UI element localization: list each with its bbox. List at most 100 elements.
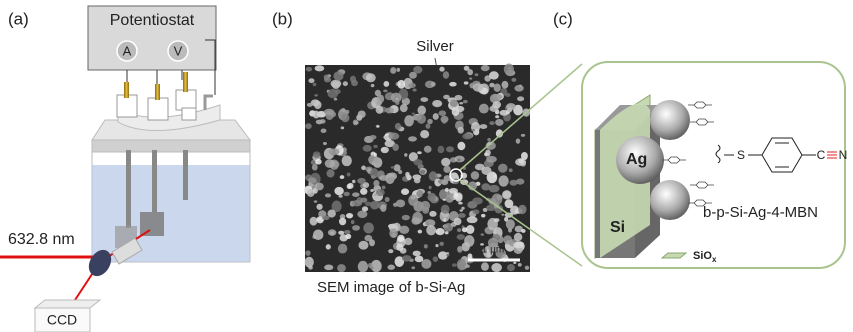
ag-particle xyxy=(650,100,690,140)
sem-grain xyxy=(443,218,446,222)
sem-grain xyxy=(313,151,321,157)
sem-grain xyxy=(366,73,376,82)
caption: SEM image of b-Si-Ag xyxy=(317,279,465,296)
sem-grain xyxy=(381,147,389,153)
sem-grain xyxy=(341,126,344,129)
sem-grain xyxy=(516,138,520,143)
sem-grain xyxy=(399,226,409,234)
sem-grain xyxy=(469,77,472,79)
sem-grain xyxy=(503,235,512,244)
sem-grain xyxy=(388,265,395,270)
sem-grain xyxy=(397,80,405,89)
sem-grain xyxy=(458,127,464,134)
sem-grain xyxy=(441,158,450,167)
laser-wavelength: 632.8 nm xyxy=(8,231,75,248)
sem-grain xyxy=(340,175,345,179)
panel-label: (c) xyxy=(553,9,573,28)
sem-grain xyxy=(513,262,516,264)
sem-grain xyxy=(505,93,511,97)
sem-grain xyxy=(449,82,457,87)
sem-grain xyxy=(388,249,393,253)
ammeter-label: A xyxy=(123,43,132,58)
sem-grain xyxy=(412,112,415,114)
sem-grain xyxy=(315,65,325,71)
sem-grain xyxy=(427,119,433,124)
sem-grain xyxy=(458,213,466,218)
sem-grain xyxy=(352,200,362,206)
sem-grain xyxy=(426,225,436,235)
electrode-holder xyxy=(117,95,137,117)
sem-grain xyxy=(333,71,343,80)
sem-grain xyxy=(481,65,490,71)
sem-grain xyxy=(435,244,438,247)
sem-grain xyxy=(305,123,312,129)
sem-grain xyxy=(413,251,421,257)
sem-grain xyxy=(422,207,429,214)
sem-grain xyxy=(392,144,398,151)
sem-grain xyxy=(357,211,367,218)
sulfur-label: S xyxy=(737,148,745,162)
electrode-holder xyxy=(176,90,196,110)
sem-grain xyxy=(388,133,399,140)
sem-grain xyxy=(498,164,507,173)
sem-grain xyxy=(472,197,483,204)
sem-grain xyxy=(462,227,468,232)
sem-grain xyxy=(514,233,522,241)
sem-grain xyxy=(353,119,358,125)
sem-grain xyxy=(458,202,462,205)
sem-grain xyxy=(398,170,402,174)
sem-grain xyxy=(441,179,448,185)
sem-grain xyxy=(315,159,322,165)
ccd-top xyxy=(35,300,100,308)
sem-grain xyxy=(433,256,438,262)
sem-grain xyxy=(489,185,500,193)
sem-grain xyxy=(455,106,464,112)
sem-grain xyxy=(481,262,489,270)
sem-grain xyxy=(330,112,336,118)
sem-grain xyxy=(332,82,340,89)
sem-grain xyxy=(325,193,331,197)
sem-grain xyxy=(519,158,524,163)
sem-grain xyxy=(457,234,465,240)
sem-grain xyxy=(494,83,501,91)
electrode-holder xyxy=(148,98,168,120)
sem-grain xyxy=(404,115,414,126)
scale-bar-label: 1 μm xyxy=(482,245,504,256)
pointer-label: Silver xyxy=(416,38,454,55)
sem-grain xyxy=(396,200,405,208)
sem-grain xyxy=(389,229,397,238)
sem-grain xyxy=(307,103,313,107)
sem-grain xyxy=(446,195,454,203)
sem-grain xyxy=(417,106,426,116)
sem-grain xyxy=(401,188,409,195)
sem-grain xyxy=(424,146,432,153)
sem-grain xyxy=(489,121,494,125)
sem-grain xyxy=(325,159,335,168)
si-label: Si xyxy=(610,219,625,236)
sem-grain xyxy=(459,102,463,104)
sem-grain xyxy=(418,230,422,234)
sem-grain xyxy=(462,133,472,139)
sem-grain xyxy=(370,168,379,178)
electrode-rod xyxy=(126,150,131,228)
electrode-rod xyxy=(183,150,188,200)
legend-subscript: x xyxy=(712,255,717,264)
sem-grain xyxy=(467,253,472,259)
sem-grain xyxy=(316,204,322,210)
sem-grain xyxy=(442,118,447,123)
sem-grain xyxy=(345,110,349,114)
sem-grain xyxy=(313,111,320,119)
sem-grain xyxy=(363,223,374,234)
sem-grain xyxy=(395,123,401,130)
sem-grain xyxy=(471,129,475,131)
sem-grain xyxy=(305,250,310,256)
sem-grain xyxy=(369,135,376,140)
sem-grain xyxy=(415,256,424,263)
sem-grain xyxy=(408,136,417,141)
sem-grain xyxy=(393,203,398,207)
sem-grain xyxy=(411,266,415,269)
sem-grain xyxy=(358,241,368,250)
sem-grain xyxy=(376,101,382,105)
sem-grain xyxy=(457,142,465,150)
sem-grain xyxy=(429,211,436,217)
